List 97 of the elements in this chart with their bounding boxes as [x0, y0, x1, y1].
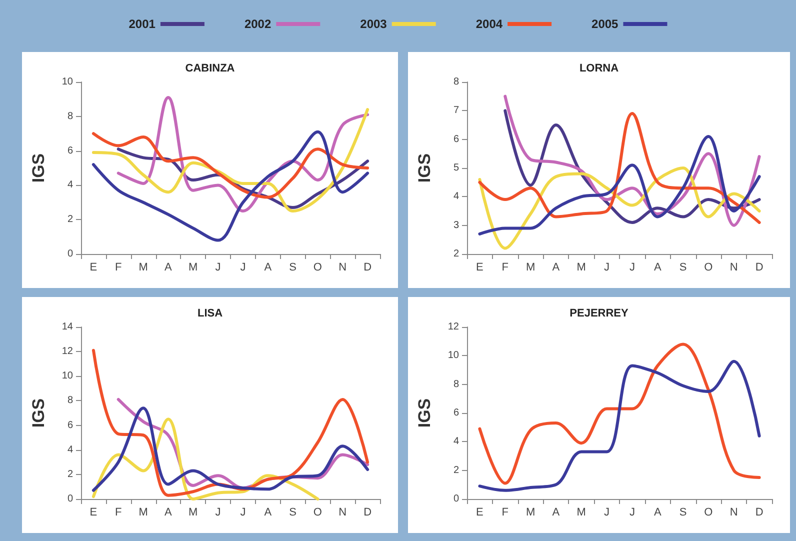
y-tick-label: 3	[453, 220, 460, 231]
y-tick-label: 2	[453, 248, 460, 260]
y-tick-label: 10	[62, 370, 74, 382]
y-tick-label: 14	[62, 322, 74, 332]
x-tick-label: F	[502, 262, 509, 274]
x-tick-label: A	[264, 262, 272, 274]
chart-title: CABINZA	[185, 62, 235, 74]
y-tick-label: 4	[67, 180, 74, 191]
x-tick-label: O	[704, 262, 714, 274]
x-tick-label: A	[552, 506, 560, 518]
x-tick-label: M	[526, 262, 536, 274]
x-tick-label: A	[654, 506, 662, 518]
line-series	[478, 134, 761, 236]
x-tick-label: N	[338, 506, 347, 518]
x-tick-label: A	[164, 262, 173, 274]
x-tick-label: J	[604, 262, 610, 274]
x-tick-label: O	[704, 506, 714, 518]
x-tick-label: O	[313, 506, 322, 518]
y-axis-title: IGS	[29, 398, 48, 428]
x-tick-label: M	[188, 506, 198, 518]
x-tick-label: A	[164, 506, 173, 518]
x-tick-label: S	[289, 506, 296, 518]
x-tick-label: E	[476, 506, 484, 518]
x-tick-label: F	[115, 262, 122, 274]
y-tick-label: 8	[67, 110, 74, 122]
y-tick-label: 12	[62, 346, 74, 358]
x-tick-label: M	[576, 262, 586, 274]
line-series	[92, 132, 370, 199]
y-tick-label: 7	[453, 105, 460, 116]
legend-label: 2002	[244, 17, 272, 31]
x-tick-label: J	[240, 262, 246, 274]
y-tick-label: 0	[67, 248, 74, 260]
legend-label: 2003	[360, 17, 388, 31]
y-tick-label: 10	[62, 76, 74, 88]
x-tick-label: M	[188, 262, 198, 274]
x-tick-label: E	[90, 506, 98, 518]
legend-label: 2004	[476, 17, 503, 31]
line-series	[92, 108, 370, 212]
x-tick-label: E	[90, 262, 98, 274]
x-tick-label: F	[115, 506, 122, 518]
y-tick-label: 2	[67, 468, 74, 480]
y-tick-label: 2	[67, 214, 74, 226]
y-tick-label: 2	[453, 464, 460, 476]
x-tick-label: S	[289, 262, 296, 274]
x-tick-label: J	[604, 506, 610, 518]
y-axis-title: IGS	[415, 153, 434, 183]
line-series	[92, 348, 370, 497]
x-tick-label: M	[138, 506, 148, 518]
x-tick-label: M	[526, 506, 536, 518]
x-tick-label: J	[215, 262, 221, 274]
y-tick-label: 0	[67, 494, 74, 504]
y-tick-label: 4	[67, 444, 74, 456]
y-tick-label: 6	[453, 408, 460, 418]
y-tick-label: 12	[448, 322, 460, 332]
x-tick-label: A	[264, 506, 272, 518]
x-tick-label: E	[476, 262, 484, 274]
x-tick-label: A	[654, 262, 662, 274]
y-axis-title: IGS	[29, 153, 48, 183]
x-tick-label: N	[730, 506, 738, 518]
y-tick-label: 6	[453, 134, 460, 145]
x-tick-label: N	[338, 262, 347, 274]
x-tick-label: J	[629, 262, 635, 274]
x-tick-label: D	[755, 506, 764, 518]
x-tick-label: J	[240, 506, 246, 518]
line-series	[478, 342, 761, 485]
y-tick-label: 8	[67, 395, 74, 406]
x-tick-label: S	[679, 506, 687, 518]
line-series	[478, 360, 761, 492]
x-tick-label: J	[215, 506, 221, 518]
y-tick-label: 5	[453, 162, 460, 174]
y-tick-label: 10	[448, 350, 460, 362]
x-tick-label: M	[576, 506, 586, 518]
y-tick-label: 6	[67, 145, 74, 156]
y-axis-title: IGS	[415, 398, 434, 428]
x-tick-label: A	[552, 262, 560, 274]
chart-title: PEJERREY	[570, 308, 629, 320]
y-tick-label: 4	[453, 191, 460, 202]
x-tick-label: O	[313, 262, 322, 274]
x-tick-label: J	[629, 506, 635, 518]
x-tick-label: N	[730, 262, 738, 274]
legend-label: 2001	[128, 17, 156, 31]
y-tick-label: 6	[67, 420, 74, 431]
chart-title: LISA	[197, 308, 223, 320]
x-tick-label: M	[138, 262, 148, 274]
line-series	[92, 130, 370, 242]
y-tick-label: 0	[453, 494, 460, 504]
y-tick-label: 4	[453, 436, 460, 448]
chart-title: LORNA	[579, 62, 619, 74]
line-series	[92, 406, 370, 492]
y-tick-label: 8	[453, 76, 460, 88]
legend-label: 2005	[592, 17, 619, 31]
x-tick-label: D	[755, 262, 764, 274]
x-tick-label: D	[364, 506, 372, 518]
x-tick-label: F	[502, 506, 509, 518]
x-tick-label: S	[679, 262, 687, 274]
y-tick-label: 8	[453, 378, 460, 390]
x-tick-label: D	[364, 262, 372, 274]
